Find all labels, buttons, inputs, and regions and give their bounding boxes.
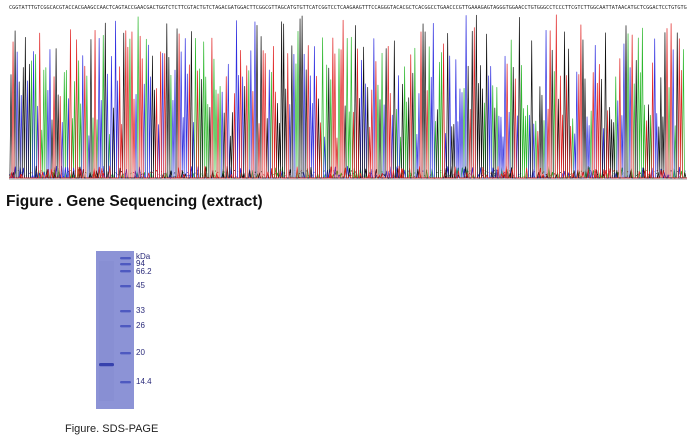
sequencing-figure-caption: Figure . Gene Sequencing (extract) (6, 193, 263, 210)
sequencing-chromatogram (9, 14, 687, 180)
marker-label-66-2: 66.2 (136, 267, 152, 276)
marker-label-33: 33 (136, 306, 145, 315)
marker-unit-label: kDa (136, 252, 151, 261)
sequence-letters-strip: CGGTATTTGTCGGCACGTACCACGAAGCCAACTCAGTACC… (9, 5, 687, 11)
ladder-band (120, 270, 131, 273)
sample-protein-band (99, 363, 114, 367)
ladder-band (120, 263, 131, 266)
gel-bands (99, 257, 131, 401)
marker-label-94: 94 (136, 259, 145, 268)
ladder-band (120, 381, 131, 384)
sds-page-figure-caption: Figure. SDS-PAGE (65, 423, 159, 435)
ladder-band (120, 310, 131, 313)
marker-label-26: 26 (136, 321, 145, 330)
ladder-band (120, 257, 131, 260)
ladder-band (120, 352, 131, 355)
marker-label-20: 20 (136, 348, 145, 357)
marker-label-45: 45 (136, 281, 145, 290)
sds-page-gel (96, 251, 134, 409)
marker-label-14-4: 14.4 (136, 377, 152, 386)
chromatogram-trace-t (9, 14, 687, 179)
ladder-band (120, 285, 131, 288)
ladder-band (120, 325, 131, 328)
sample-lane-smear (99, 261, 114, 401)
